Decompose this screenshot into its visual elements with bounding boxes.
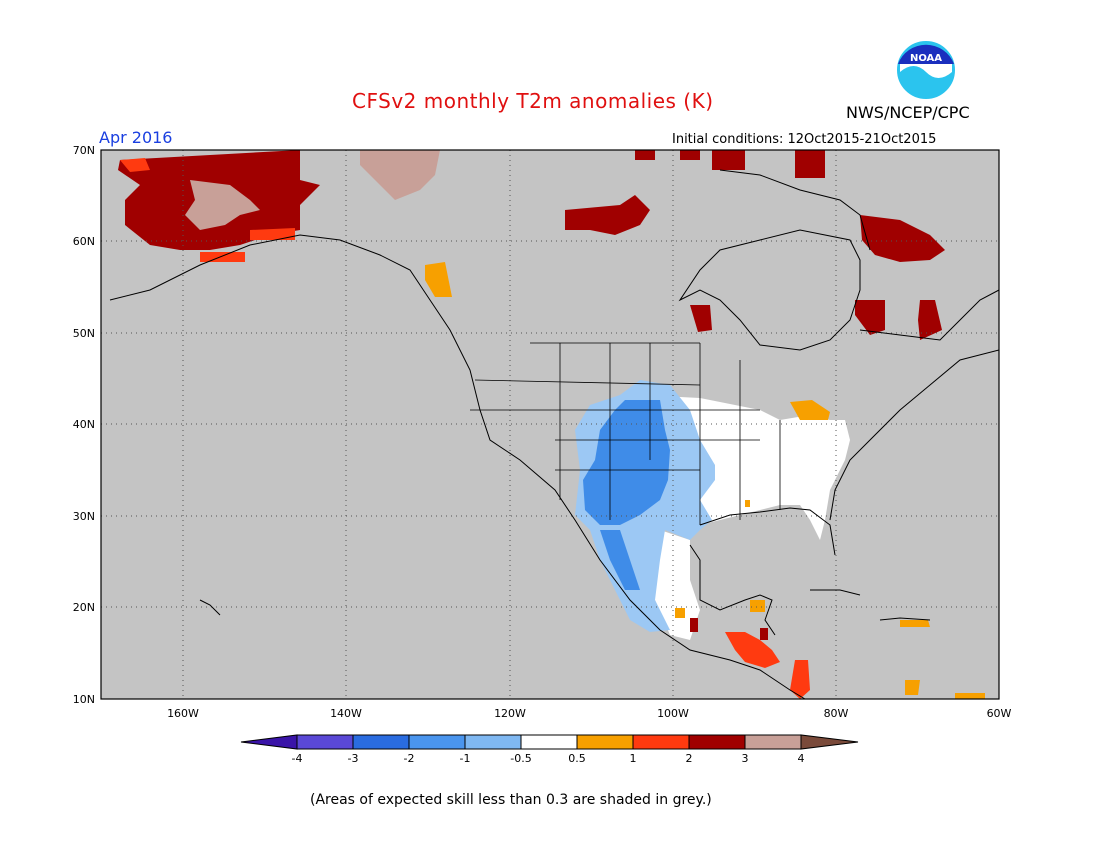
lat-label-10n: 10N — [73, 693, 95, 706]
lon-label-140w: 140W — [330, 707, 362, 720]
lat-label-30n: 30N — [73, 510, 95, 523]
legend-swatch-4 — [464, 734, 522, 750]
bc-orange-region — [425, 262, 452, 297]
legend-swatch-5 — [520, 734, 578, 750]
legend-swatch-2 — [352, 734, 410, 750]
coastlines — [109, 169, 999, 699]
color-legend — [240, 734, 859, 750]
ohio-orange-region — [790, 400, 830, 420]
canada-dark-red-2 — [860, 215, 945, 262]
organization-label: NWS/NCEP/CPC — [846, 103, 970, 122]
lat-label-50n: 50N — [73, 327, 95, 340]
legend-label-neg3: -3 — [348, 752, 359, 765]
legend-swatch-6 — [576, 734, 634, 750]
us-state-borders — [470, 342, 781, 525]
lon-label-160w: 160W — [167, 707, 199, 720]
map-title: CFSv2 monthly T2m anomalies (K) — [352, 89, 714, 113]
canada-dark-red-3 — [855, 300, 885, 335]
legend-label-neg0-5: -0.5 — [510, 752, 531, 765]
light-blue-anomaly-region — [575, 380, 715, 632]
canada-dark-red-1 — [565, 195, 650, 235]
legend-label-1: 1 — [630, 752, 637, 765]
legend-label-4: 4 — [798, 752, 805, 765]
forecast-month: Apr 2016 — [99, 128, 173, 147]
legend-arrow-high — [800, 734, 859, 750]
legend-label-3: 3 — [742, 752, 749, 765]
alaska-pink-region — [185, 180, 260, 230]
map-background — [101, 150, 999, 699]
alaska-orange-fringe — [120, 158, 295, 262]
central-america-dark-red — [690, 618, 768, 640]
blue-anomaly-region — [583, 400, 670, 525]
noaa-logo-text: NOAA — [910, 53, 942, 64]
lon-label-80w: 80W — [824, 707, 849, 720]
yukon-pink-region — [360, 150, 440, 200]
legend-label-neg2: -2 — [404, 752, 415, 765]
canada-dark-red-4 — [918, 300, 942, 340]
us-white-region — [640, 395, 850, 540]
legend-label-0-5: 0.5 — [568, 752, 586, 765]
legend-swatch-7 — [632, 734, 690, 750]
lat-label-60n: 60N — [73, 235, 95, 248]
legend-swatch-1 — [296, 734, 354, 750]
arctic-dark-red — [635, 150, 825, 178]
legend-label-2: 2 — [686, 752, 693, 765]
noaa-logo: NOAA — [895, 39, 957, 101]
caribbean-orange-region — [675, 500, 985, 699]
canada-dark-red-5 — [690, 305, 712, 332]
map-frame — [100, 149, 1000, 700]
lon-label-120w: 120W — [494, 707, 526, 720]
legend-swatch-9 — [744, 734, 802, 750]
alaska-dark-red-region — [118, 150, 320, 250]
lat-label-70n: 70N — [73, 144, 95, 157]
footnote: (Areas of expected skill less than 0.3 a… — [310, 792, 712, 808]
initial-conditions: Initial conditions: 12Oct2015-21Oct2015 — [672, 132, 937, 147]
blue-anomaly-region-2 — [600, 530, 640, 590]
lon-label-60w: 60W — [987, 707, 1012, 720]
legend-swatch-8 — [688, 734, 746, 750]
mexico-white-region — [650, 530, 700, 640]
central-america-red-region — [725, 632, 810, 699]
lat-label-20n: 20N — [73, 601, 95, 614]
legend-swatch-3 — [408, 734, 466, 750]
lat-label-40n: 40N — [73, 418, 95, 431]
graticule — [101, 150, 999, 699]
legend-arrow-low — [240, 734, 298, 750]
lon-label-100w: 100W — [657, 707, 689, 720]
legend-label-neg1: -1 — [460, 752, 471, 765]
legend-label-neg4: -4 — [292, 752, 303, 765]
